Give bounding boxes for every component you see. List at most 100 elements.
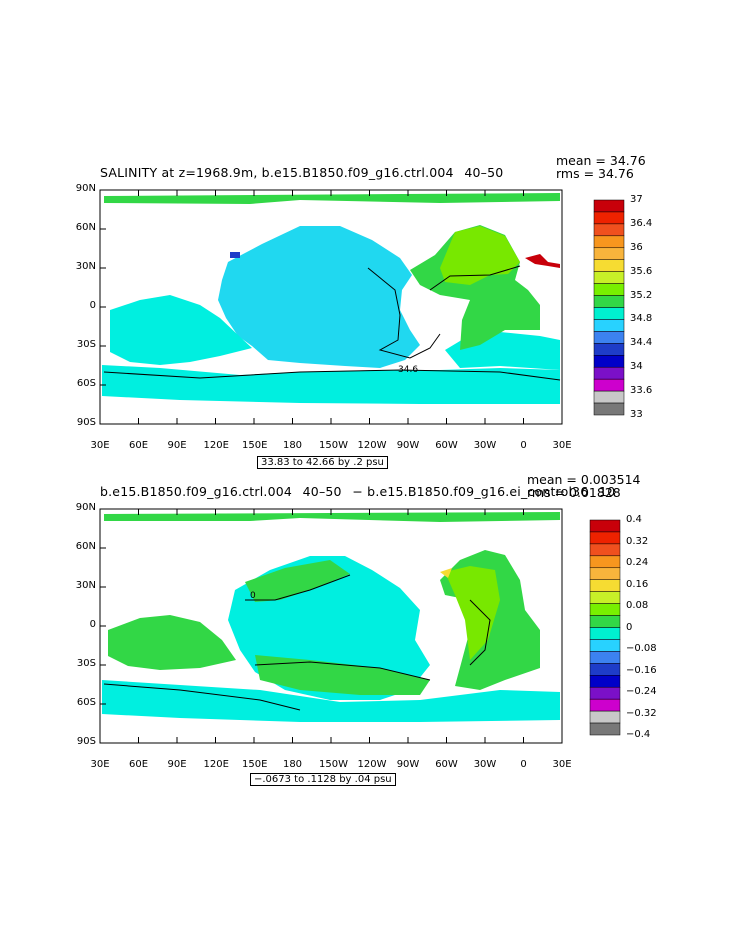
lat-label: 90N bbox=[75, 502, 96, 513]
panel2-yellow-patch bbox=[440, 568, 452, 578]
colorbar-label: −0.08 bbox=[626, 643, 657, 654]
colorbar-swatch bbox=[593, 319, 625, 332]
lat-label: 30S bbox=[76, 658, 96, 669]
lat-label: 90N bbox=[75, 183, 96, 194]
panel2-southern-fill bbox=[102, 680, 560, 722]
colorbar-label: 0 bbox=[626, 621, 633, 633]
lon-label: 90W bbox=[396, 440, 420, 451]
lat-label: 30N bbox=[75, 261, 96, 272]
colorbar-swatch bbox=[589, 675, 621, 688]
colorbar-swatch bbox=[589, 639, 621, 652]
colorbar-label: 34 bbox=[630, 361, 643, 373]
colorbar-swatch bbox=[593, 235, 625, 249]
colorbar-swatch bbox=[593, 271, 625, 284]
lon-label: 30E bbox=[90, 759, 110, 770]
lon-label: 60E bbox=[128, 759, 149, 770]
lon-label: 90E bbox=[167, 759, 187, 770]
panel1-range-box: 33.83 to 42.66 by .2 psu bbox=[257, 456, 388, 469]
panel1-southern-fill bbox=[102, 365, 560, 404]
panel1-title: SALINITY at z=1968.9m, b.e15.B1850.f09_g… bbox=[100, 165, 510, 180]
panel1-natlantic-green bbox=[440, 226, 520, 285]
colorbar-label: 36 bbox=[630, 241, 643, 253]
colorbar-swatch bbox=[593, 343, 625, 356]
colorbar-swatch bbox=[593, 366, 625, 380]
colorbar-swatch bbox=[593, 283, 625, 296]
panel2-colorbar bbox=[589, 519, 621, 736]
lat-label: 0 bbox=[89, 300, 96, 311]
colorbar-label: 35.6 bbox=[630, 265, 653, 277]
panel2-mean: mean = 0.003514 bbox=[527, 472, 641, 487]
panel2-contour-label: 0 bbox=[250, 591, 256, 601]
lon-label: 180 bbox=[282, 759, 303, 770]
panel2-indian-fill bbox=[108, 615, 236, 670]
colorbar-label: 34.8 bbox=[630, 313, 653, 325]
colorbar-label: 0.32 bbox=[626, 535, 649, 547]
lon-label: 90E bbox=[167, 440, 187, 451]
colorbar-label: 33 bbox=[630, 409, 643, 420]
colorbar-swatch bbox=[589, 627, 621, 640]
lat-label: 90S bbox=[76, 736, 96, 747]
lon-label: 0 bbox=[520, 759, 527, 770]
colorbar-swatch bbox=[589, 543, 621, 557]
panel1-contour-label: 34.6 bbox=[398, 365, 418, 375]
panel1-red-patch bbox=[525, 254, 560, 268]
lon-label: 120W bbox=[357, 440, 387, 451]
lat-label: 60S bbox=[76, 378, 96, 389]
colorbar-label: 36.4 bbox=[630, 217, 653, 229]
lon-label: 150E bbox=[242, 440, 268, 451]
lon-label: 180 bbox=[282, 440, 303, 451]
colorbar-label: 0.16 bbox=[626, 578, 649, 590]
lon-label: 120E bbox=[203, 759, 229, 770]
colorbar-label: −0.32 bbox=[626, 707, 657, 719]
lon-label: 30W bbox=[473, 440, 497, 451]
lat-label: 30N bbox=[75, 580, 96, 591]
lon-label: 30E bbox=[552, 759, 572, 770]
colorbar-swatch bbox=[593, 402, 625, 416]
panel2-pacific-green bbox=[245, 560, 350, 602]
lon-label: 90W bbox=[396, 759, 420, 770]
lon-label: 150W bbox=[319, 440, 348, 451]
lon-label: 60W bbox=[435, 759, 458, 770]
colorbar-swatch bbox=[593, 223, 625, 237]
colorbar-swatch bbox=[589, 615, 621, 628]
panel1-tick-marks bbox=[99, 189, 563, 425]
panel1-contour-atl bbox=[429, 265, 521, 291]
lat-label: 60N bbox=[75, 222, 96, 233]
panel2-title: b.e15.B1850.f09_g16.ctrl.004 40–50 − b.e… bbox=[100, 484, 616, 499]
panel2-pacific-green-south bbox=[255, 655, 430, 695]
colorbar-swatch bbox=[593, 247, 625, 260]
colorbar-swatch bbox=[593, 295, 625, 308]
panel1-mean: mean = 34.76 bbox=[556, 153, 646, 168]
colorbar-swatch bbox=[589, 722, 621, 736]
lat-label: 30S bbox=[76, 339, 96, 350]
panel1-blue-patch bbox=[230, 252, 240, 258]
colorbar-swatch bbox=[593, 331, 625, 344]
lon-label: 30E bbox=[552, 440, 572, 451]
colorbar-label: 35.2 bbox=[630, 289, 653, 301]
lat-label: 0 bbox=[89, 619, 96, 630]
panel2-range-box: −.0673 to .1128 by .04 psu bbox=[250, 773, 396, 786]
colorbar-swatch bbox=[589, 663, 621, 676]
colorbar-swatch bbox=[593, 211, 625, 225]
colorbar-label: 0.4 bbox=[626, 514, 642, 525]
lat-label: 60S bbox=[76, 697, 96, 708]
panel2-contour-0-a bbox=[245, 574, 351, 601]
colorbar-swatch bbox=[593, 378, 625, 392]
colorbar-swatch bbox=[589, 651, 621, 664]
colorbar-swatch bbox=[589, 519, 621, 533]
panel1-rms: rms = 34.76 bbox=[556, 166, 634, 181]
panel2-contour-0-b bbox=[254, 661, 431, 681]
colorbar-swatch bbox=[589, 603, 621, 616]
colorbar-label: −0.16 bbox=[626, 664, 657, 676]
lon-label: 30E bbox=[90, 440, 110, 451]
colorbar-swatch bbox=[589, 698, 621, 712]
colorbar-swatch bbox=[589, 555, 621, 569]
colorbar-label: 37 bbox=[630, 194, 643, 205]
panel1-arctic-fill bbox=[104, 193, 560, 204]
colorbar-label: 34.4 bbox=[630, 337, 653, 349]
panel1-contour-34-6 bbox=[367, 267, 441, 359]
colorbar-swatch bbox=[593, 390, 625, 404]
panel2-contour-0-d bbox=[103, 683, 301, 711]
panel2-map bbox=[102, 512, 560, 722]
